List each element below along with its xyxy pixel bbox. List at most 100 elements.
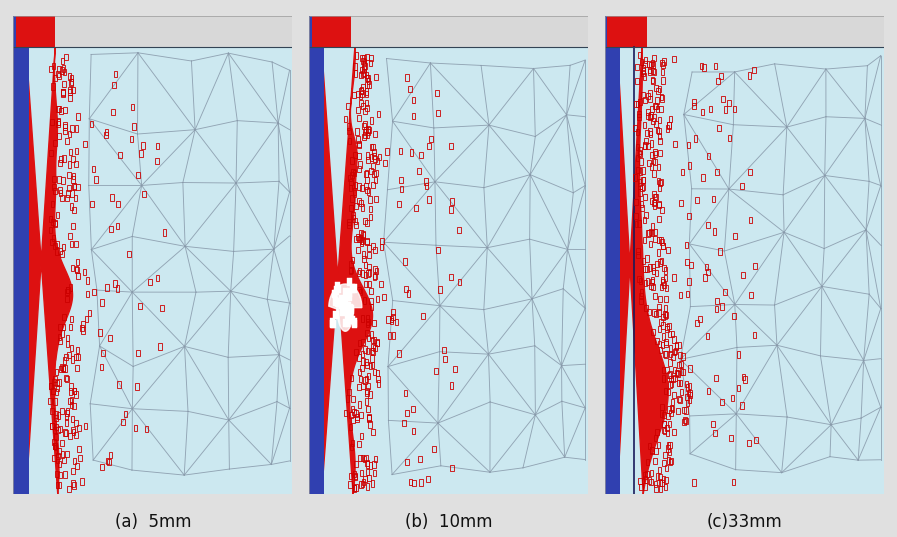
- Bar: [424, 183, 428, 190]
- Bar: [733, 233, 736, 239]
- Bar: [53, 375, 57, 382]
- Bar: [681, 169, 684, 176]
- Bar: [668, 442, 672, 448]
- Bar: [121, 419, 125, 425]
- Bar: [643, 57, 648, 63]
- Bar: [680, 388, 684, 395]
- Bar: [48, 397, 52, 404]
- Bar: [144, 426, 148, 432]
- Bar: [76, 184, 80, 190]
- Bar: [373, 247, 377, 253]
- Bar: [104, 132, 108, 138]
- Bar: [434, 368, 438, 374]
- Bar: [363, 346, 367, 353]
- Bar: [349, 267, 353, 273]
- Bar: [347, 278, 352, 286]
- Bar: [109, 226, 113, 233]
- Bar: [359, 71, 362, 78]
- Bar: [667, 420, 671, 427]
- Bar: [644, 212, 648, 217]
- Bar: [362, 456, 366, 462]
- Bar: [662, 421, 666, 427]
- Bar: [66, 287, 70, 293]
- Bar: [344, 292, 350, 301]
- Bar: [71, 416, 74, 422]
- Bar: [753, 332, 756, 338]
- Bar: [643, 97, 647, 104]
- Bar: [749, 217, 753, 223]
- Bar: [382, 294, 386, 300]
- Bar: [116, 201, 119, 207]
- Bar: [365, 177, 369, 183]
- Bar: [638, 150, 641, 156]
- Bar: [662, 421, 666, 427]
- Bar: [409, 479, 413, 485]
- Bar: [356, 270, 361, 277]
- Bar: [688, 390, 692, 396]
- Bar: [347, 219, 351, 226]
- Bar: [360, 412, 363, 418]
- Bar: [656, 474, 659, 480]
- Bar: [364, 454, 368, 461]
- Bar: [372, 171, 376, 177]
- Text: (a)  5mm: (a) 5mm: [115, 513, 191, 531]
- Bar: [76, 113, 80, 120]
- Bar: [443, 356, 447, 362]
- Bar: [58, 472, 62, 478]
- Bar: [99, 330, 102, 336]
- Bar: [370, 348, 373, 354]
- Bar: [356, 91, 360, 97]
- Bar: [361, 233, 365, 238]
- Bar: [75, 365, 79, 371]
- Bar: [400, 186, 404, 192]
- Bar: [362, 66, 366, 72]
- Bar: [365, 390, 369, 396]
- Bar: [60, 251, 64, 257]
- Bar: [664, 342, 667, 347]
- Bar: [53, 221, 57, 228]
- Bar: [53, 75, 57, 82]
- Bar: [56, 380, 59, 386]
- Bar: [378, 154, 381, 161]
- Bar: [83, 269, 86, 275]
- Bar: [682, 418, 685, 425]
- Bar: [640, 201, 643, 207]
- Bar: [52, 379, 56, 385]
- Bar: [13, 16, 29, 494]
- Bar: [366, 132, 370, 139]
- Bar: [156, 275, 160, 281]
- Bar: [360, 238, 363, 244]
- Bar: [370, 362, 374, 368]
- Bar: [57, 176, 61, 183]
- Bar: [651, 284, 655, 291]
- Bar: [347, 303, 353, 312]
- Bar: [131, 104, 135, 110]
- Bar: [388, 332, 391, 339]
- Bar: [55, 369, 58, 375]
- Bar: [109, 335, 112, 342]
- Polygon shape: [322, 47, 372, 494]
- Bar: [370, 117, 373, 124]
- Bar: [684, 418, 687, 424]
- Bar: [650, 151, 654, 158]
- Bar: [681, 353, 684, 360]
- Bar: [106, 458, 109, 464]
- Bar: [664, 339, 667, 345]
- Bar: [52, 439, 56, 445]
- Bar: [657, 304, 661, 310]
- Bar: [376, 340, 379, 346]
- Bar: [371, 344, 375, 350]
- Bar: [354, 349, 358, 355]
- Bar: [607, 16, 647, 47]
- Bar: [639, 168, 642, 175]
- Bar: [53, 220, 57, 226]
- Bar: [417, 168, 421, 174]
- Bar: [427, 143, 431, 149]
- Bar: [351, 257, 354, 263]
- Bar: [649, 130, 652, 137]
- Bar: [73, 183, 76, 190]
- Bar: [648, 309, 651, 315]
- Bar: [661, 243, 665, 250]
- Bar: [636, 129, 640, 135]
- Bar: [349, 306, 354, 314]
